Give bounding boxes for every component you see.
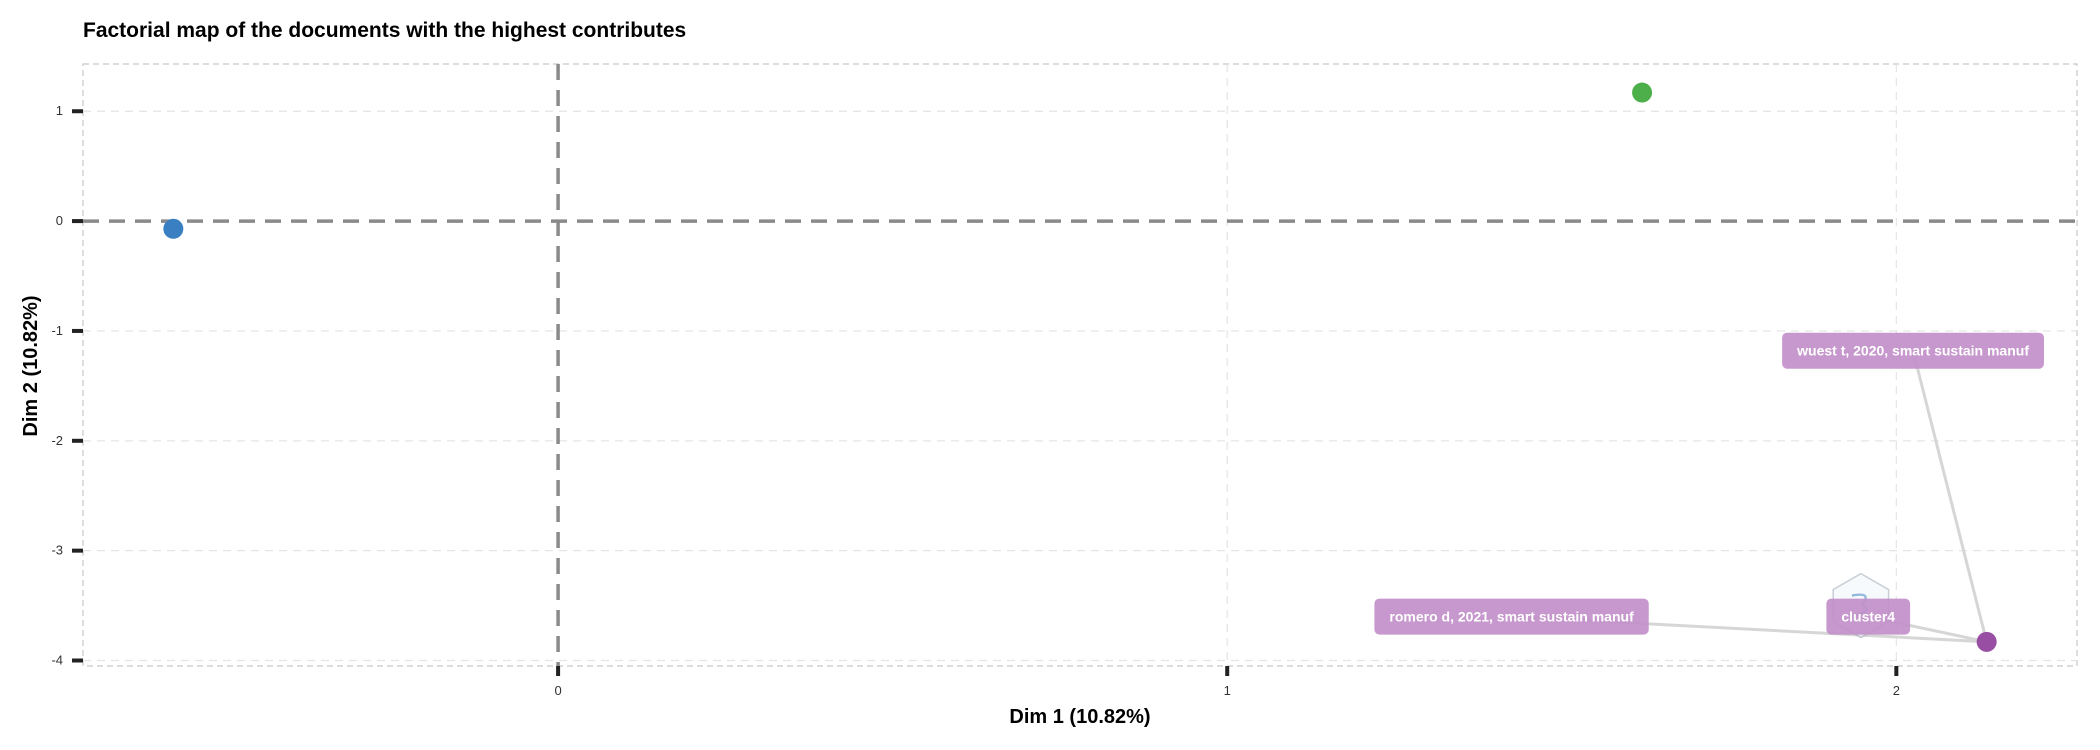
y-tick-label-4: 0	[56, 213, 63, 228]
x-tick-label-2: 2	[1893, 683, 1900, 698]
reference-lines	[83, 64, 2077, 666]
data-point-0	[163, 218, 184, 239]
point-labels: wuest t, 2020, smart sustain manuf romero…	[1374, 332, 2044, 635]
y-axis-title: Dim 2 (10.82%)	[20, 295, 42, 436]
y-tick-label-5: 1	[56, 103, 63, 118]
x-tick-label-0: 0	[554, 683, 561, 698]
y-tick-label-2: -2	[51, 433, 63, 448]
data-point-2	[1976, 631, 1997, 652]
y-tick-label-0: -4	[51, 653, 63, 668]
x-tick-label-1: 1	[1224, 683, 1231, 698]
panel-border	[82, 63, 2078, 667]
point-label-text-0: wuest t, 2020, smart sustain manuf	[1796, 343, 2029, 359]
x-axis-title: Dim 1 (10.82%)	[1009, 706, 1150, 728]
point-label-1: romero d, 2021, smart sustain manuf	[1374, 598, 1649, 635]
chart-title: Factorial map of the documents with the …	[83, 19, 686, 42]
point-label-2: cluster4	[1826, 598, 1911, 635]
data-points	[163, 82, 1997, 652]
point-label-box-2	[1826, 598, 1911, 635]
point-label-text-1: romero d, 2021, smart sustain manuf	[1389, 609, 1634, 625]
axis-ticks: 0 1 2 -4 -3 -2 -1 0 1	[51, 103, 1900, 698]
point-label-box-1	[1374, 598, 1649, 635]
point-label-0: wuest t, 2020, smart sustain manuf	[1782, 332, 2044, 369]
y-tick-label-3: -1	[51, 323, 63, 338]
y-tick-label-1: -3	[51, 543, 63, 558]
point-label-text-2: cluster4	[1841, 609, 1895, 625]
label-connector-0	[1911, 350, 1989, 643]
point-label-box-0	[1782, 332, 2044, 369]
data-point-1	[1632, 82, 1653, 103]
